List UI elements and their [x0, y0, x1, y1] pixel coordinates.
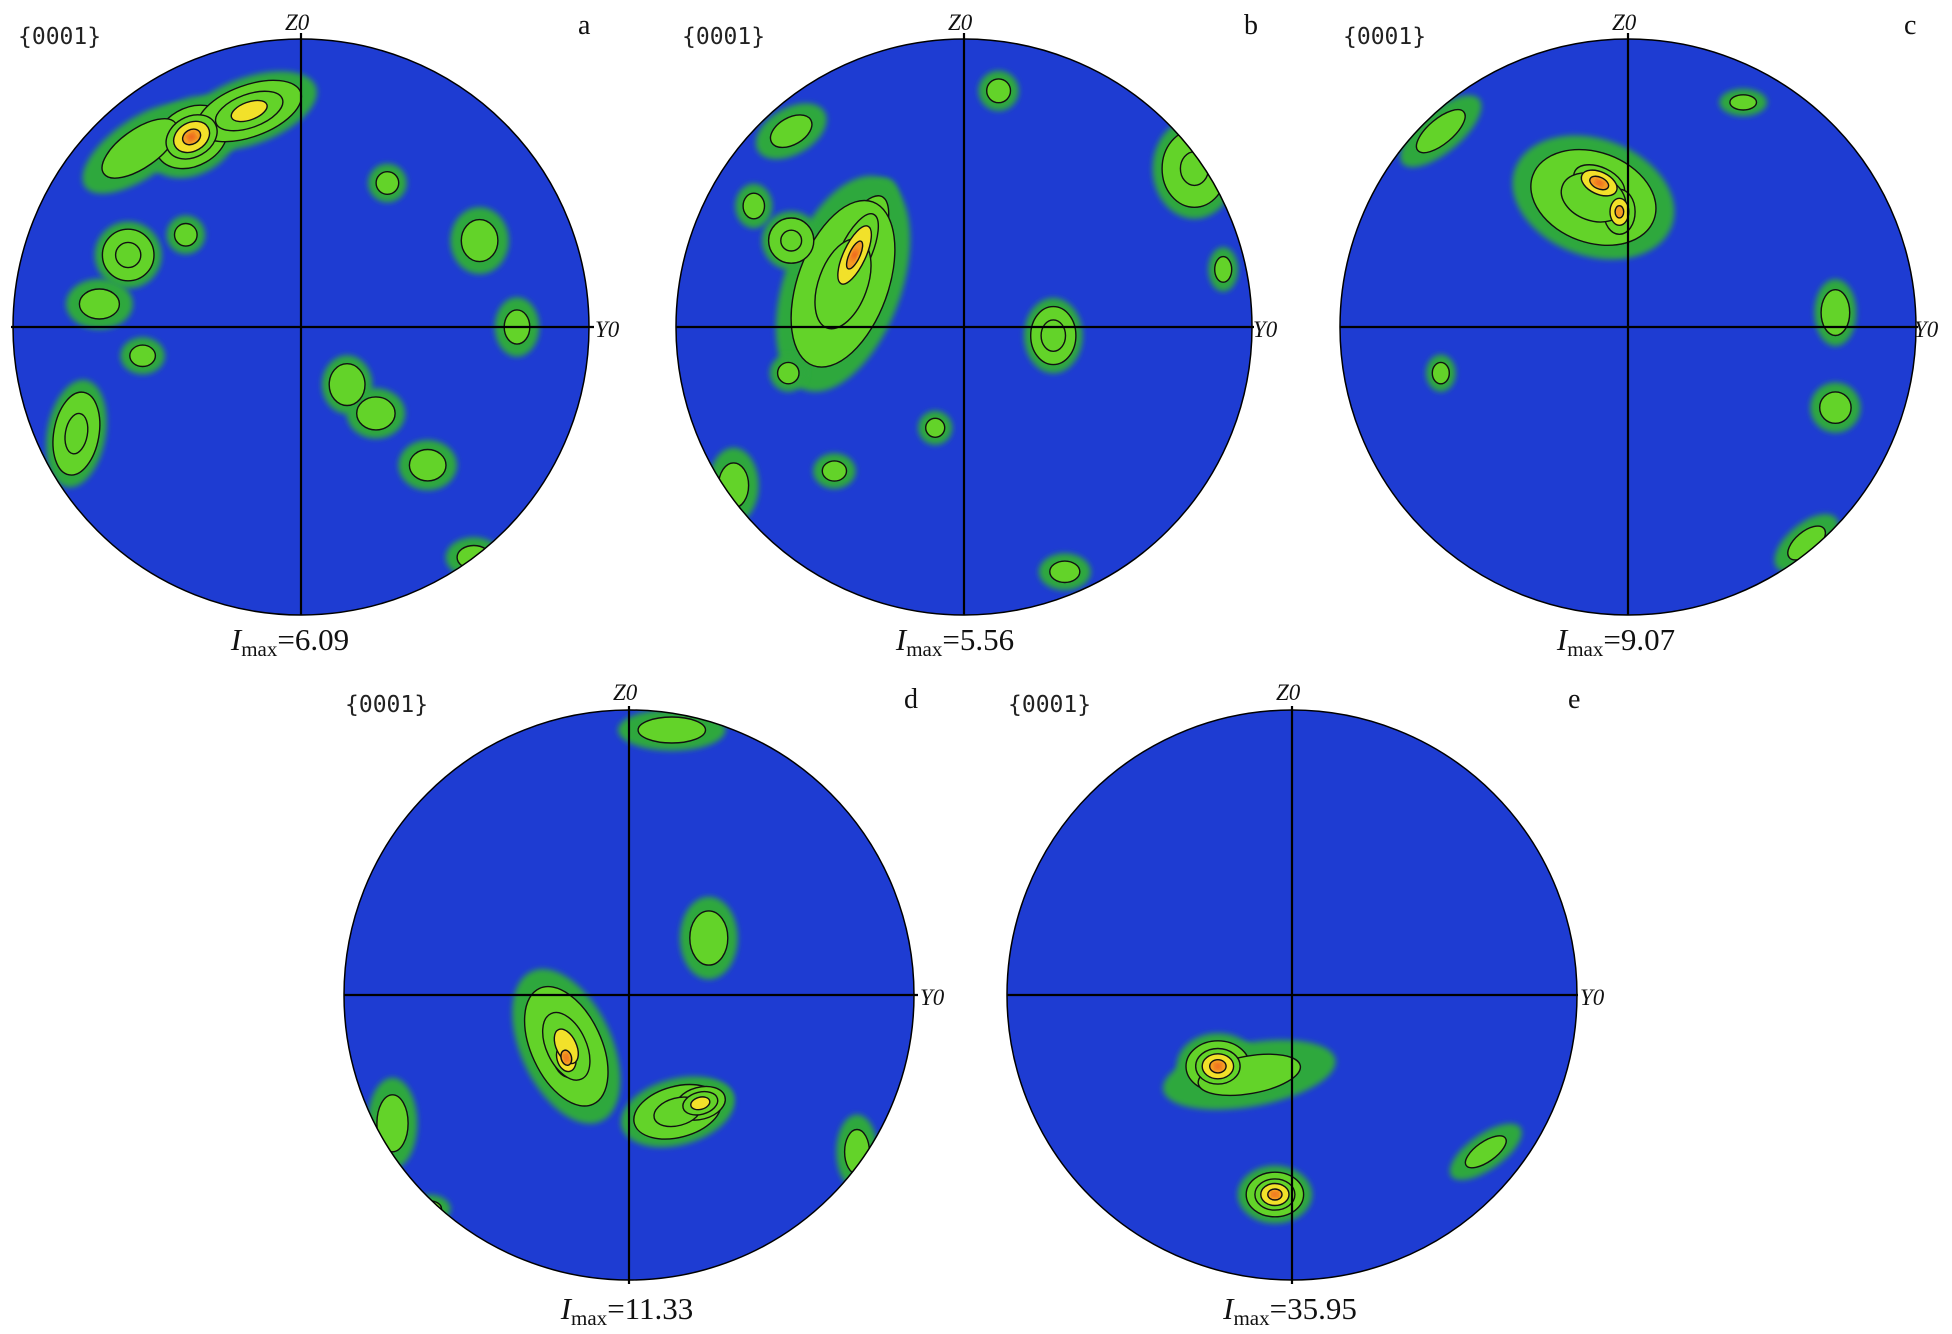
imax-label: Imax=9.07: [1556, 622, 1675, 661]
intensity-contour: [843, 1128, 871, 1175]
pole-figure-panel: {0001} Z0 Y0 e Imax=35.95: [1006, 680, 1605, 1330]
intensity-contour: [1213, 255, 1233, 283]
intensity-contour: [690, 1096, 711, 1111]
intensity-contour: [355, 396, 396, 431]
intensity-contour: [173, 222, 198, 247]
axis-label-y0: Y0: [920, 985, 945, 1010]
plane-label: {0001}: [1008, 692, 1091, 718]
plane-label: {0001}: [682, 24, 765, 50]
axis-label-z0: Z0: [1612, 10, 1637, 35]
intensity-contour: [408, 448, 447, 482]
intensity-contour: [1431, 361, 1451, 385]
plane-label: {0001}: [345, 692, 428, 718]
intensity-contour: [64, 412, 89, 455]
intensity-contour: [230, 99, 268, 123]
intensity-contour: [1214, 1063, 1221, 1069]
intensity-contour: [821, 460, 848, 482]
panel-letter: c: [1904, 10, 1916, 41]
intensity-contour: [1272, 1192, 1278, 1197]
intensity-contour: [129, 344, 157, 368]
pole-figure-panel: {0001} Z0 Y0 c Imax=9.07: [1339, 10, 1939, 661]
axis-label-y0: Y0: [1914, 317, 1939, 342]
intensity-contour: [780, 229, 803, 252]
pole-figure-panel: {0001} Z0 Y0 a Imax=6.09: [11, 10, 620, 661]
intensity-contour: [1464, 1135, 1507, 1169]
intensity-contour: [460, 218, 499, 263]
pole-figure-panel: {0001} Z0 Y0 b Imax=5.56: [675, 10, 1278, 661]
axis-label-z0: Z0: [1276, 680, 1301, 705]
panel-letter: e: [1568, 684, 1580, 715]
intensity-contour: [1820, 289, 1851, 337]
intensity-contour: [742, 192, 766, 220]
axis-label-y0: Y0: [595, 317, 620, 342]
intensity-contour: [851, 250, 858, 260]
panel-letter: b: [1244, 10, 1258, 41]
pole-figure-panel: {0001} Z0 Y0 d Imax=11.33: [343, 680, 945, 1330]
intensity-contour: [1415, 108, 1466, 154]
intensity-contour: [925, 417, 946, 438]
intensity-contour: [1049, 560, 1081, 584]
intensity-contour: [188, 134, 195, 140]
axis-label-y0: Y0: [1253, 317, 1278, 342]
pole-figure-outline: [1006, 709, 1578, 1281]
intensity-contour: [689, 910, 729, 966]
intensity-contour: [985, 78, 1012, 104]
intensity-contour: [375, 170, 400, 195]
intensity-contour: [376, 1094, 409, 1153]
pole-figure-outline: [12, 38, 590, 616]
pole-figure-outline: [1339, 38, 1917, 616]
intensity-contour: [637, 716, 707, 744]
intensity-contour: [114, 241, 142, 269]
intensity-contour: [1819, 391, 1852, 424]
intensity-contour: [328, 363, 366, 407]
pole-figure-outline: [343, 709, 915, 1281]
pole-figure-outline: [675, 38, 1253, 616]
imax-label: Imax=6.09: [230, 622, 349, 661]
intensity-contour: [1729, 94, 1758, 111]
axis-label-y0: Y0: [1580, 985, 1605, 1010]
plane-label: {0001}: [1343, 24, 1426, 50]
intensity-contour: [78, 288, 121, 320]
panel-letter: a: [578, 10, 591, 41]
intensity-contour: [776, 361, 800, 385]
intensity-contour: [1040, 319, 1067, 352]
imax-label: Imax=35.95: [1222, 1291, 1357, 1330]
intensity-contour: [769, 114, 813, 149]
intensity-contour: [1595, 180, 1603, 186]
axis-label-z0: Z0: [285, 10, 310, 35]
intensity-contour: [1614, 204, 1625, 219]
intensity-contour: [416, 1200, 443, 1218]
axis-label-z0: Z0: [948, 10, 973, 35]
intensity-contour: [564, 1054, 569, 1061]
axis-label-z0: Z0: [613, 680, 638, 705]
panel-letter: d: [904, 684, 918, 715]
imax-label: Imax=11.33: [560, 1291, 694, 1330]
imax-label: Imax=5.56: [895, 622, 1014, 661]
plane-label: {0001}: [18, 24, 101, 50]
